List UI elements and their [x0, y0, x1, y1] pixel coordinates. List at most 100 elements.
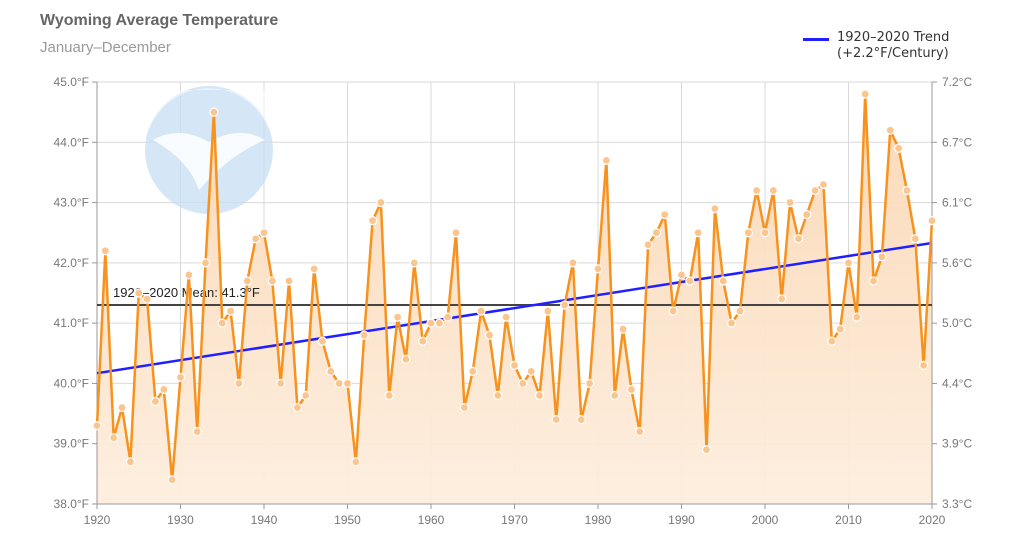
data-point[interactable]: 1957: 40.4°F [401, 354, 411, 364]
data-point[interactable]: 1944: 39.6°F [292, 402, 302, 413]
data-point[interactable]: 1955: 39.8°F [384, 390, 394, 401]
data-point[interactable]: 2011: 41.1°F [852, 312, 862, 322]
data-point[interactable]: 1949: 40°F [334, 378, 344, 389]
data-point[interactable]: 1934: 44.5°F [209, 107, 219, 117]
data-point[interactable]: 1981: 43.7°F [601, 155, 611, 165]
data-point[interactable]: 2010: 42°F [843, 258, 854, 268]
data-point[interactable]: 1992: 42.5°F [693, 228, 703, 238]
data-point[interactable]: 2005: 42.8°F [802, 210, 812, 220]
data-point[interactable]: 1930: 40.1°F [175, 372, 186, 382]
data-point[interactable]: 1960: 41°F [426, 318, 436, 328]
data-point[interactable]: 1986: 42.3°F [643, 240, 653, 250]
data-point[interactable]: 1959: 40.7°F [418, 336, 428, 346]
data-point[interactable]: 1958: 42°F [409, 258, 419, 268]
data-point[interactable]: 1982: 39.8°F [610, 390, 620, 401]
data-point[interactable]: 1983: 40.9°F [618, 324, 628, 334]
data-point[interactable]: 1932: 39.2°F [192, 427, 202, 437]
data-point[interactable]: 2009: 40.9°F [835, 324, 845, 334]
data-point[interactable]: 1985: 39.2°F [635, 427, 645, 437]
data-point[interactable]: 1926: 41.4°F [142, 294, 152, 304]
data-point[interactable]: 1924: 38.7°F [125, 457, 135, 467]
data-point[interactable]: 1974: 41.2°F [543, 306, 553, 316]
data-point[interactable]: 1987: 42.5°F [651, 228, 662, 238]
data-point[interactable]: 1972: 40.2°F [526, 366, 536, 376]
data-point[interactable]: 1996: 41°F [726, 318, 737, 328]
data-point[interactable]: 1928: 39.9°F [159, 384, 169, 395]
data-point[interactable]: 1964: 39.6°F [459, 402, 469, 413]
data-point[interactable]: 2016: 43.9°F [893, 143, 904, 153]
data-point[interactable]: 1969: 41.1°F [501, 312, 511, 322]
data-point[interactable]: 1970: 40.3°F [509, 360, 520, 370]
data-point[interactable]: 1956: 41.1°F [393, 312, 403, 322]
data-point[interactable]: 1988: 42.8°F [660, 210, 670, 220]
data-point[interactable]: 1927: 39.7°F [150, 396, 161, 407]
data-point[interactable]: 1975: 39.4°F [551, 415, 561, 425]
data-point[interactable]: 2006: 43.2°F [810, 185, 820, 196]
data-point[interactable]: 1933: 42°F [200, 258, 211, 268]
data-point[interactable]: 1937: 40°F [234, 378, 244, 389]
data-point[interactable]: 1991: 41.7°F [685, 276, 695, 286]
data-point[interactable]: 1935: 41°F [217, 318, 227, 328]
data-point[interactable]: 1961: 41°F [434, 318, 444, 328]
data-point[interactable]: 1952: 40.8°F [359, 330, 369, 340]
data-point[interactable]: 1942: 40°F [276, 378, 286, 389]
data-point[interactable]: 1920: 39.3°F [92, 421, 102, 431]
data-point[interactable]: 1973: 39.8°F [534, 390, 545, 401]
data-point[interactable]: 1997: 41.2°F [735, 306, 745, 316]
data-point[interactable]: 2008: 40.7°F [827, 336, 837, 346]
data-point[interactable]: 1965: 40.2°F [468, 366, 478, 376]
data-point[interactable]: 2000: 42.5°F [760, 228, 770, 238]
data-point[interactable]: 1971: 40°F [518, 378, 528, 389]
data-point[interactable]: 2015: 44.2°F [885, 125, 895, 135]
data-point[interactable]: 1950: 40°F [342, 378, 353, 389]
data-point[interactable]: 1936: 41.2°F [226, 306, 236, 316]
data-point[interactable]: 1923: 39.6°F [117, 402, 127, 413]
data-point[interactable]: 1999: 43.2°F [752, 185, 762, 196]
data-point[interactable]: 1967: 40.8°F [484, 330, 495, 340]
data-point[interactable]: 2002: 41.4°F [777, 294, 787, 304]
data-point[interactable]: 1921: 42.2°F [100, 246, 110, 256]
data-point[interactable]: 1998: 42.5°F [743, 228, 753, 238]
data-point[interactable]: 2004: 42.4°F [793, 234, 804, 244]
data-point[interactable]: 1925: 41.5°F [134, 288, 144, 298]
data-point[interactable]: 2017: 43.2°F [902, 185, 912, 196]
data-point[interactable]: 1993: 38.9°F [701, 445, 712, 455]
data-point[interactable]: 1946: 41.9°F [309, 264, 319, 274]
data-point[interactable]: 2020: 42.7°F [927, 216, 937, 226]
data-point[interactable]: 1978: 39.4°F [576, 415, 586, 425]
data-point[interactable]: 1994: 42.9°F [710, 204, 720, 214]
data-point[interactable]: 1929: 38.4°F [167, 475, 177, 485]
data-point[interactable]: 2012: 44.8°F [860, 89, 870, 99]
data-point[interactable]: 1940: 42.5°F [259, 228, 269, 238]
data-point[interactable]: 1953: 42.7°F [367, 216, 378, 226]
data-point[interactable]: 2007: 43.3°F [818, 179, 829, 190]
legend[interactable]: 1920–2020 Trend (+2.2°F/Century) [803, 30, 949, 62]
data-point[interactable]: 1947: 40.7°F [317, 336, 328, 346]
data-point[interactable]: 1984: 39.9°F [626, 384, 637, 395]
data-point[interactable]: 1948: 40.2°F [326, 366, 336, 376]
data-point[interactable]: 1938: 41.7°F [242, 276, 252, 286]
data-point[interactable]: 1939: 42.4°F [251, 234, 261, 244]
data-point[interactable]: 1945: 39.8°F [301, 390, 311, 401]
data-point[interactable]: 1922: 39.1°F [109, 433, 119, 443]
data-point[interactable]: 2003: 43°F [785, 197, 795, 208]
data-point[interactable]: 1977: 42°F [568, 258, 578, 268]
data-point[interactable]: 2001: 43.2°F [768, 185, 778, 196]
data-point[interactable]: 1954: 43°F [376, 197, 386, 208]
data-point[interactable]: 1989: 41.2°F [668, 306, 678, 316]
data-point[interactable]: 1968: 39.8°F [493, 390, 503, 401]
data-point[interactable]: 1976: 41.3°F [559, 300, 570, 310]
data-point[interactable]: 1931: 41.8°F [184, 270, 194, 280]
data-point[interactable]: 1995: 41.7°F [718, 276, 728, 286]
data-point[interactable]: 1941: 41.7°F [267, 276, 277, 286]
data-point[interactable]: 1990: 41.8°F [676, 270, 687, 280]
data-point[interactable]: 2018: 42.4°F [910, 234, 920, 244]
data-point[interactable]: 1966: 41.2°F [476, 306, 486, 316]
data-point[interactable]: 2013: 41.7°F [868, 276, 879, 286]
data-point[interactable]: 1962: 41.1°F [443, 312, 453, 322]
data-point[interactable]: 1979: 40°F [585, 378, 595, 389]
data-point[interactable]: 1951: 38.7°F [351, 457, 361, 467]
data-point[interactable]: 2014: 42.1°F [877, 252, 887, 262]
data-point[interactable]: 1980: 41.9°F [593, 264, 603, 274]
